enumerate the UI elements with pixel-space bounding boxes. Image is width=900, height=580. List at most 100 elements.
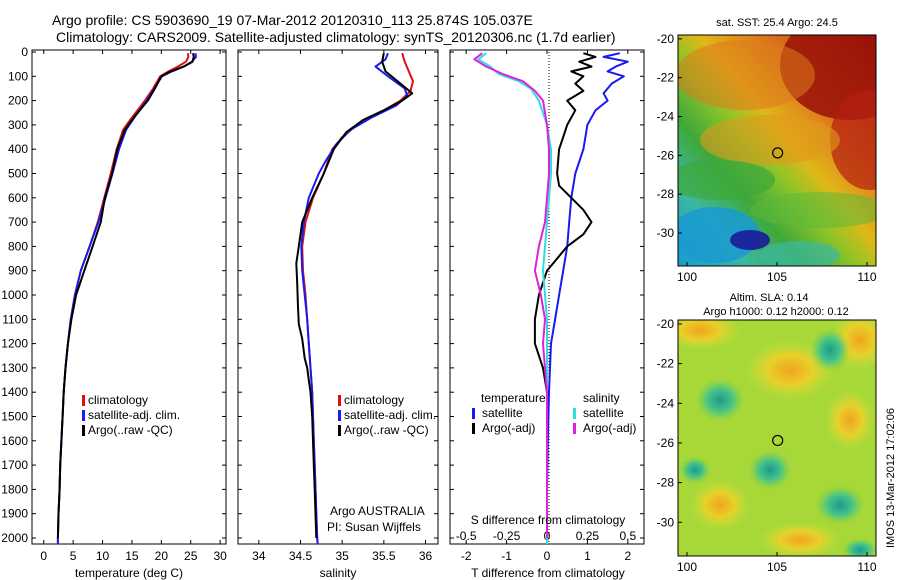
map-y-tick-label: -28: [657, 476, 675, 490]
x-tick-label: -2: [461, 549, 472, 563]
map-x-tick-label: 100: [677, 270, 697, 284]
sla-map-title-2: Argo h1000: 0.12 h2000: 0.12: [703, 306, 849, 318]
depth-tick-label: 1000: [1, 288, 28, 302]
salinity-tick-labels: 34 34.5 35 35.5 36: [252, 50, 432, 563]
depth-tick-label: 700: [8, 215, 28, 229]
sla-map-lat-ticks: -20 -22 -24 -26 -28 -30: [657, 317, 682, 529]
legend-label: Argo(..raw -QC): [344, 423, 429, 437]
difference-series: [450, 51, 644, 544]
map-y-tick-label: -24: [657, 110, 675, 124]
x-tick-label: 1: [584, 549, 591, 563]
x-tick-label: 35.5: [372, 549, 396, 563]
s-diff-tick-label: -0.25: [493, 529, 521, 543]
legend-swatch: [338, 395, 341, 406]
sst-map-lon-ticks: 100 105 110: [677, 262, 877, 284]
temperature-series: [56, 53, 197, 544]
argo-location-marker: [772, 147, 784, 159]
x-tick-label: 35: [335, 549, 349, 563]
difference-panel: -2 -1 0 1 2 -0.5 -0.25 0 0.25 0.5 temperaturesat…: [449, 49, 645, 580]
salinity-annotation-2: PI: Susan Wijffels: [327, 520, 421, 534]
legend-swatch: [472, 423, 475, 434]
salinity-series: [238, 51, 438, 544]
depth-tick-label: 2000: [1, 531, 28, 545]
depth-tick-label: 1600: [1, 434, 28, 448]
depth-tick-labels: 0 100 200 300 400 500 600 700 800 900 1000 1100 1200…: [1, 45, 226, 545]
legend-swatch: [338, 425, 341, 436]
map-y-tick-label: -26: [657, 148, 675, 162]
x-tick-label: 0: [40, 549, 47, 563]
x-tick-label: 10: [96, 549, 110, 563]
legend-swatch: [573, 408, 576, 419]
imos-watermark: IMOS 13-Mar-2012 17:02:06: [885, 408, 897, 548]
s-diff-tick-label: 0.25: [576, 529, 600, 543]
legend-label: Argo(-adj): [482, 421, 535, 435]
s-diff-tick-label: 0.5: [619, 529, 636, 543]
legend-swatch: [82, 410, 85, 421]
depth-tick-label: 1700: [1, 458, 28, 472]
legend-label: satellite: [583, 406, 624, 420]
temperature-xlabel: temperature (deg C): [75, 566, 183, 580]
legend-heading: temperature: [481, 391, 546, 405]
legend-label: climatology: [344, 393, 404, 407]
salinity-panel: 34 34.5 35 35.5 36 climatologysatellite-adj.…: [237, 49, 439, 580]
title-line-2: Climatology: CARS2009. Satellite-adjuste…: [56, 29, 616, 45]
sla-map-lon-ticks: 100 105 110: [677, 552, 877, 574]
x-tick-label: 30: [213, 549, 227, 563]
x-tick-label: 34: [252, 549, 266, 563]
x-tick-label: 5: [70, 549, 77, 563]
sst-map-panel: sat. SST: 25.4 Argo: 24.5 -20 -22 -24 -26 -2…: [657, 17, 877, 284]
legend-swatch: [82, 425, 85, 436]
legend-label: satellite-adj. clim.: [344, 408, 436, 422]
sst-map-title: sat. SST: 25.4 Argo: 24.5: [716, 17, 838, 29]
depth-tick-label: 1100: [2, 312, 28, 326]
sla-map-title-1: Altim. SLA: 0.14: [730, 292, 809, 304]
salinity-xlabel: salinity: [320, 566, 357, 580]
legend-swatch: [472, 408, 475, 419]
x-tick-label: 0: [544, 549, 551, 563]
map-x-tick-label: 100: [677, 560, 697, 574]
legend-heading: salinity: [583, 391, 620, 405]
depth-tick-label: 1400: [1, 385, 28, 399]
sst-map-lat-ticks: -20 -22 -24 -26 -28 -30: [657, 32, 682, 240]
temperature-axes-box: [31, 49, 227, 545]
title-line-1: Argo profile: CS 5903690_19 07-Mar-2012 …: [52, 12, 533, 28]
x-tick-label: -1: [501, 549, 512, 563]
legend-label: Argo(..raw -QC): [88, 423, 173, 437]
salinity-annotation-1: Argo AUSTRALIA: [330, 504, 425, 518]
depth-tick-label: 1900: [1, 507, 28, 521]
legend-label: climatology: [88, 393, 148, 407]
salinity-axes-box: [237, 49, 439, 545]
map-y-tick-label: -26: [657, 436, 675, 450]
map-y-tick-label: -28: [657, 187, 675, 201]
depth-tick-label: 1300: [1, 361, 28, 375]
legend-swatch: [573, 423, 576, 434]
depth-tick-label: 800: [8, 239, 28, 253]
x-tick-label: 36: [419, 549, 433, 563]
map-x-tick-label: 105: [767, 270, 787, 284]
depth-tick-label: 600: [8, 191, 28, 205]
series-line-D-0: [546, 52, 629, 544]
series-line-D-2: [477, 52, 552, 544]
s-difference-label: S difference from climatology: [471, 513, 626, 527]
map-y-tick-label: -30: [657, 515, 675, 529]
map-x-tick-label: 105: [767, 560, 787, 574]
sst-map-field: [678, 35, 876, 266]
depth-tick-label: 400: [8, 142, 28, 156]
map-y-tick-label: -22: [657, 71, 675, 85]
map-y-tick-label: -20: [657, 32, 675, 46]
difference-legend: temperaturesatelliteArgo(-adj)salinitysa…: [472, 391, 636, 435]
depth-tick-label: 1200: [1, 337, 28, 351]
series-line-D-3: [473, 52, 550, 538]
x-tick-label: 25: [184, 549, 198, 563]
map-x-tick-label: 110: [857, 560, 876, 574]
temperature-tick-labels: 0 5 10 15 20 25 30: [40, 50, 227, 563]
map-y-tick-label: -20: [657, 317, 675, 331]
depth-tick-label: 100: [8, 69, 28, 83]
map-y-tick-label: -22: [657, 357, 675, 371]
sla-map-field: [678, 320, 876, 556]
s-diff-tick-label: -0.5: [456, 529, 477, 543]
temperature-panel: 0100200300400500600700800900100011001200…: [1, 45, 227, 580]
x-tick-label: 2: [624, 549, 631, 563]
